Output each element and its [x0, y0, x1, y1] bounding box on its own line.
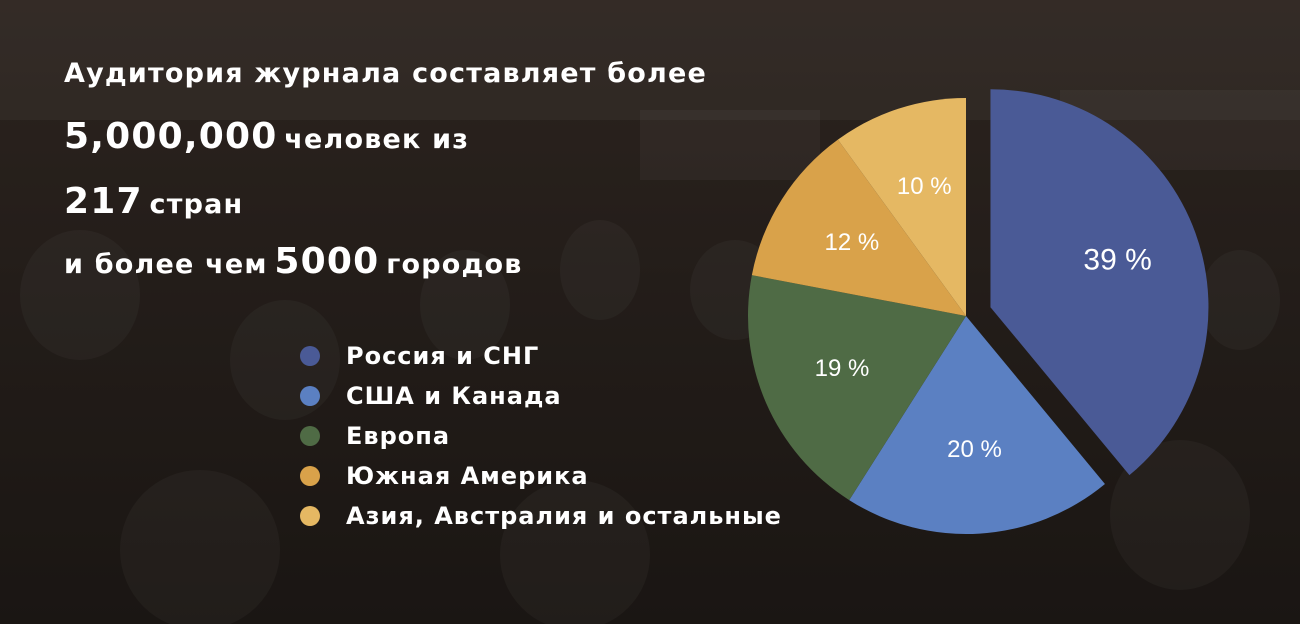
background-figure	[500, 480, 650, 624]
background-figure	[120, 470, 280, 624]
readers-text: человек из	[284, 124, 470, 155]
legend-item-europe: Европа	[300, 416, 782, 456]
countries-text: стран	[149, 189, 244, 220]
legend-label: Европа	[346, 422, 451, 450]
background-figure	[230, 300, 340, 420]
pie-slice	[837, 98, 966, 316]
cities-count: 5000	[274, 241, 380, 282]
background-figure	[420, 250, 510, 360]
headline-line-4: и более чем 5000 городов	[64, 241, 523, 282]
legend-item-russia: Россия и СНГ	[300, 336, 782, 376]
pie-slice-label: 39 %	[1083, 243, 1151, 276]
pie-slice	[748, 275, 966, 501]
headline-line-3: 217 стран	[64, 181, 243, 222]
background-figure	[1200, 250, 1280, 350]
background-ceiling	[0, 0, 1300, 120]
background-figure	[20, 230, 140, 360]
legend-swatch	[300, 346, 320, 366]
pie-slice-label: 10 %	[897, 173, 952, 200]
cities-text: городов	[386, 249, 523, 280]
chart-legend: Россия и СНГ США и Канада Европа Южная А…	[300, 336, 782, 536]
legend-label: США и Канада	[346, 382, 562, 410]
headline-line-2: 5,000,000 человек из	[64, 116, 469, 157]
pie-slice-label: 20 %	[947, 436, 1002, 463]
pie-slice-label: 19 %	[815, 355, 870, 382]
legend-swatch	[300, 466, 320, 486]
legend-item-asia: Азия, Австралия и остальные	[300, 496, 782, 536]
pie-slice	[990, 89, 1209, 476]
legend-label: Россия и СНГ	[346, 342, 540, 370]
pie-slice	[751, 139, 966, 316]
cities-prefix: и более чем	[64, 249, 268, 280]
legend-label: Азия, Австралия и остальные	[346, 502, 782, 530]
background-figure	[560, 220, 640, 320]
pie-slice	[849, 316, 1105, 534]
countries-count: 217	[64, 181, 143, 222]
legend-item-south-america: Южная Америка	[300, 456, 782, 496]
readers-count: 5,000,000	[64, 116, 278, 157]
headline-line-1: Аудитория журнала составляет более	[64, 58, 707, 89]
background-banner	[640, 110, 820, 180]
legend-swatch	[300, 426, 320, 446]
legend-swatch	[300, 506, 320, 526]
legend-item-usa: США и Канада	[300, 376, 782, 416]
legend-label: Южная Америка	[346, 462, 589, 490]
legend-swatch	[300, 386, 320, 406]
pie-slice-label: 12 %	[825, 229, 880, 256]
headline-line1-text: Аудитория журнала составляет более	[64, 58, 708, 89]
